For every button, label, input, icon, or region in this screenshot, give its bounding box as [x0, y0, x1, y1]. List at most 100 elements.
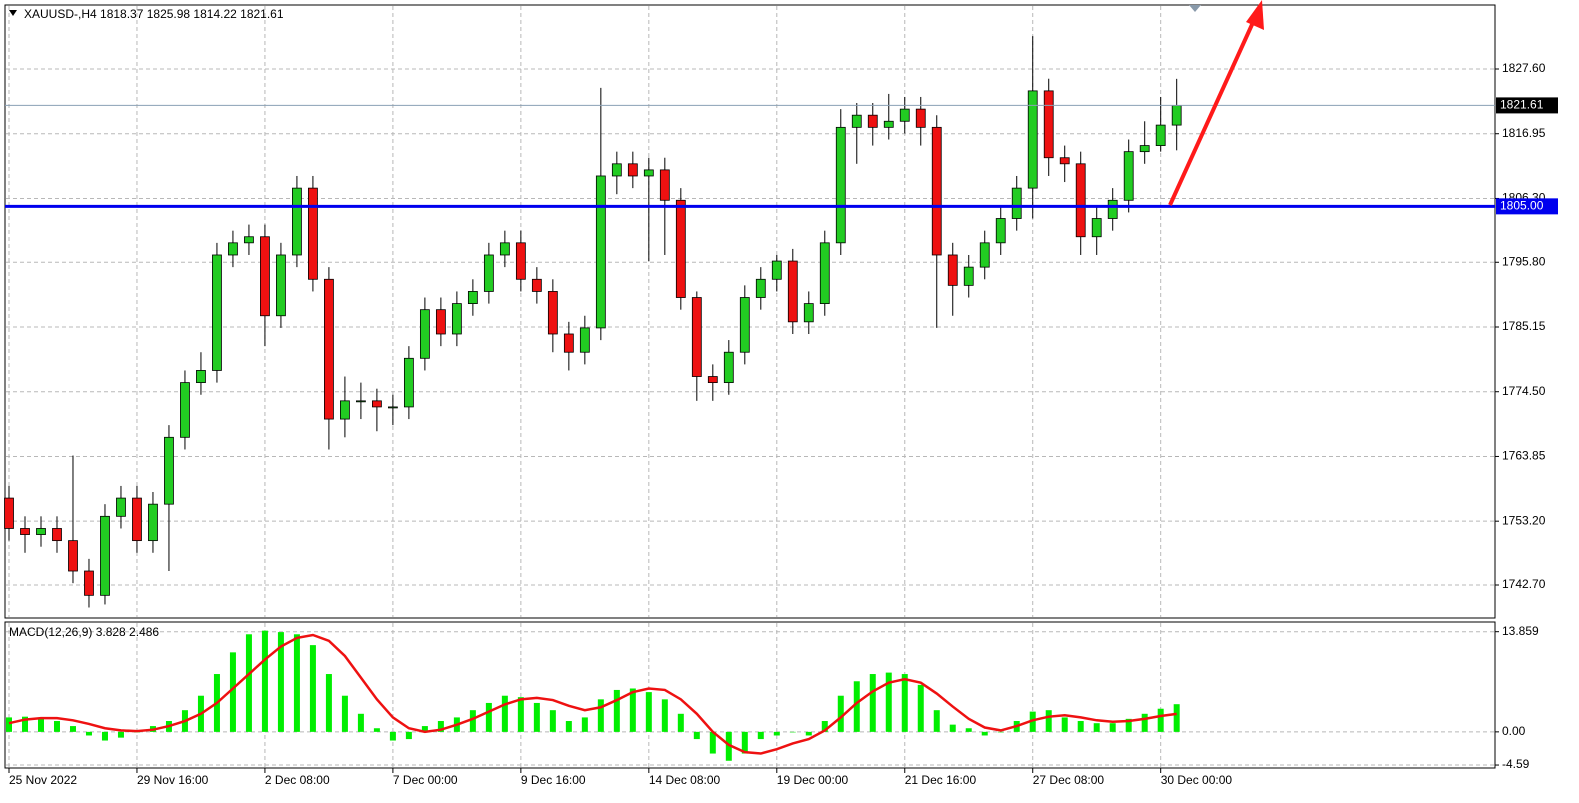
candle-body [1043, 90, 1054, 159]
candle-body [20, 528, 30, 535]
histogram-bar [405, 731, 412, 740]
candle-body [403, 357, 414, 408]
candle-body [563, 333, 574, 353]
histogram-bar [917, 684, 924, 732]
histogram-bar [485, 702, 492, 732]
histogram-bar [1045, 710, 1052, 732]
y-tick-label: -4.59 [1502, 757, 1530, 771]
histogram-bar [277, 632, 284, 732]
histogram-bar [565, 721, 572, 732]
candle-body [228, 242, 238, 256]
signal-line [8, 633, 1177, 755]
candle-body [787, 260, 798, 323]
candle-body [1027, 90, 1038, 189]
menu-arrow[interactable] [9, 10, 17, 16]
candle-body [531, 278, 542, 292]
candle-body [899, 108, 910, 122]
candle-body [292, 187, 302, 256]
histogram-bar [309, 645, 316, 732]
histogram-bar [245, 634, 252, 732]
y-tick-label: 13.859 [1502, 624, 1539, 638]
candle-body [467, 291, 478, 304]
x-tick-label: 14 Dec 08:00 [649, 773, 721, 787]
arrow-shaft [1168, 17, 1257, 206]
histogram-bar [1141, 713, 1148, 732]
x-tick-label: 19 Dec 00:00 [777, 773, 849, 787]
candle-body [883, 120, 894, 128]
candle-body [819, 242, 830, 304]
price-label-box [1496, 97, 1558, 114]
x-tick-label: 27 Dec 08:00 [1033, 773, 1105, 787]
candle-body [100, 515, 110, 596]
histogram-bar [725, 731, 732, 761]
x-tick-label: 21 Dec 16:00 [905, 773, 977, 787]
candle-body [196, 370, 206, 384]
price-label-box [1496, 198, 1558, 215]
histogram-bar [613, 689, 620, 732]
x-tick-label: 30 Dec 00:00 [1161, 773, 1233, 787]
candle-body [244, 236, 254, 244]
candle-body [547, 291, 558, 335]
histogram-bar [21, 716, 28, 732]
candle-body [180, 382, 190, 438]
histogram-bar [1157, 708, 1164, 732]
candle-body [995, 218, 1006, 244]
shift-marker [1189, 5, 1201, 12]
price-label: 1805.00 [1500, 199, 1544, 213]
histogram-bar [437, 721, 444, 732]
histogram-bar [965, 728, 972, 732]
histogram-bar [373, 728, 380, 732]
y-tick-label: 1763.85 [1502, 449, 1546, 463]
histogram-bar [5, 717, 12, 732]
histogram-bar [1077, 721, 1084, 732]
histogram-bar [517, 697, 524, 732]
candle-body [435, 309, 446, 335]
candle-body [515, 242, 526, 280]
candle-body [84, 570, 94, 596]
candle-body [372, 400, 382, 408]
histogram-bar [37, 718, 44, 732]
candle-body [1107, 199, 1118, 219]
candle-body [116, 497, 126, 517]
candle-body [276, 254, 286, 317]
y-tick-label: 1742.70 [1502, 577, 1546, 591]
histogram-bar [1173, 704, 1180, 732]
histogram-bar [853, 681, 860, 732]
histogram-bar [837, 695, 844, 732]
y-tick-label: 1753.20 [1502, 513, 1546, 527]
histogram-bar [101, 731, 108, 741]
candle-body [68, 540, 78, 572]
histogram-bar [901, 674, 908, 732]
histogram-bar [85, 731, 92, 736]
candle-body [483, 254, 494, 292]
histogram-bar [341, 695, 348, 732]
x-tick-label: 9 Dec 16:00 [521, 773, 586, 787]
histogram-bar [997, 731, 1004, 733]
candle-body [851, 114, 862, 128]
histogram-bar [229, 652, 236, 732]
candle-body [867, 114, 878, 128]
candle-body [132, 497, 142, 542]
histogram-bar [357, 713, 364, 732]
histogram-bar [933, 710, 940, 732]
candle-body [803, 303, 814, 323]
candle-body [579, 327, 590, 353]
candle-body [755, 278, 766, 298]
layer: 25 Nov 2022 29 Nov 16:00 2 Dec 08:00 7 Dec … [4, 6, 1558, 787]
histogram-bar [949, 724, 956, 732]
histogram-bar [325, 674, 332, 732]
candle-body [707, 376, 718, 384]
candle-body [1155, 124, 1166, 146]
histogram-bar [1061, 717, 1068, 732]
candle-body [148, 503, 158, 542]
histogram-bar [741, 731, 748, 754]
histogram-bar [757, 731, 764, 740]
macd-panel [4, 621, 1496, 769]
candle-body [979, 242, 990, 268]
histogram-bar [773, 731, 780, 736]
candle-body [36, 528, 46, 535]
candle-body [1171, 105, 1182, 126]
histogram-bar [597, 699, 604, 732]
y-tick-label: 1816.95 [1502, 126, 1546, 140]
